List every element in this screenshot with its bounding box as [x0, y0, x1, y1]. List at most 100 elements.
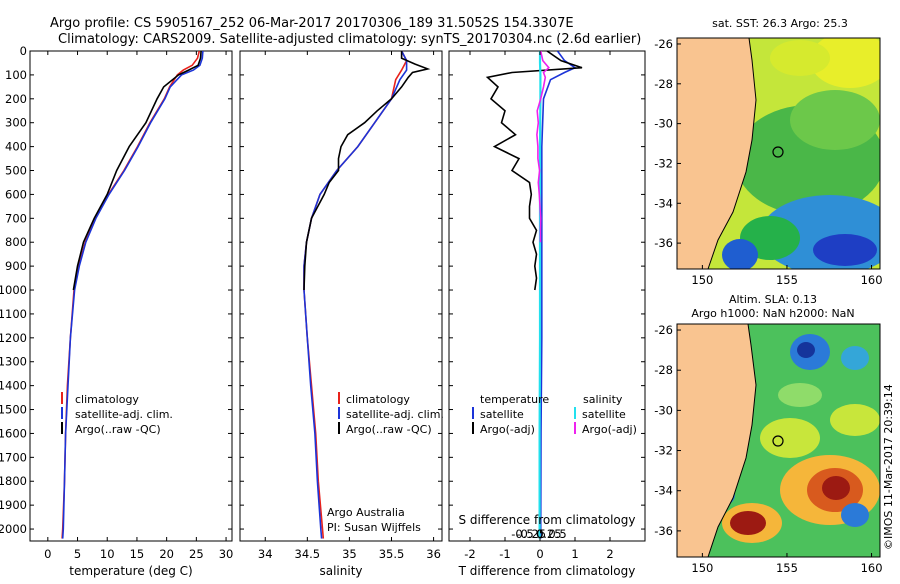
legend-swatch-argo	[61, 422, 63, 434]
map-y-tick-label: -30	[654, 117, 673, 131]
legend-label-satellite: satellite-adj. clim.	[75, 408, 173, 421]
sla-map-frame	[676, 323, 881, 558]
sla-low	[841, 346, 869, 370]
difference-legend: temperature salinity satellite Argo(-adj…	[472, 393, 637, 436]
sst-map-axes: 150 155 160 -26 -28 -30 -32 -34 -36	[654, 37, 882, 287]
sla-high	[730, 511, 766, 535]
legend-swatch-climatology	[338, 392, 340, 404]
legend-swatch-t-satellite	[472, 407, 474, 419]
depth-tick-label: 1200	[0, 331, 27, 345]
map-y-tick-label: -32	[654, 156, 673, 170]
sst-mid-region	[790, 90, 880, 150]
map-y-tick-label: -28	[654, 77, 673, 91]
sla-land	[677, 324, 756, 557]
x-tick-label: 2	[606, 547, 613, 561]
salinity-axis-label: salinity	[319, 564, 362, 578]
sla-map-title: Altim. SLA: 0.13	[729, 293, 817, 306]
sst-coastline	[707, 38, 757, 269]
depth-tick-label: 2000	[0, 522, 27, 536]
sla-high	[760, 418, 820, 458]
sla-mid	[778, 383, 822, 407]
sst-warm-patch	[810, 38, 880, 88]
difference-plot	[485, 51, 583, 539]
map-y-tick-label: -34	[654, 484, 673, 498]
x-tick-label: 35	[342, 547, 357, 561]
depth-tick-label: 1100	[0, 307, 27, 321]
s-diff-tick-label: -0.25	[516, 527, 546, 541]
temperature-x-axis: 0 5 10 15 20 25 30	[44, 51, 233, 561]
x-tick-label: 10	[100, 547, 115, 561]
map-x-tick-label: 155	[776, 561, 798, 575]
salinity-x-axis: 34 34.5 35 35.5 36	[258, 51, 441, 561]
depth-tick-label: 200	[5, 92, 27, 106]
depth-tick-label: 1800	[0, 474, 27, 488]
s-diff-tick-label: 0	[536, 527, 543, 541]
sla-high	[830, 404, 880, 436]
sla-high	[822, 476, 850, 500]
legend-header-salinity: salinity	[583, 393, 623, 406]
legend-label-climatology: climatology	[75, 393, 139, 406]
depth-tick-label: 600	[5, 187, 27, 201]
s-diff-tick-label: -0.5	[511, 527, 533, 541]
x-tick-label: 0	[536, 547, 543, 561]
x-tick-label: -1	[499, 547, 510, 561]
temperature-axis-label: temperature (deg C)	[69, 564, 192, 578]
s-diff-tick-label: 0.5	[548, 527, 566, 541]
series-line-climatology	[303, 51, 408, 539]
x-tick-label: 30	[219, 547, 234, 561]
sst-warm-patch	[770, 40, 830, 76]
depth-tick-label: 100	[5, 68, 27, 82]
legend-swatch-satellite	[338, 407, 340, 419]
map-x-tick-label: 160	[861, 561, 883, 575]
imos-credit: ©IMOS 11-Mar-2017 20:39:14	[882, 384, 895, 550]
x-tick-label: 5	[74, 547, 81, 561]
map-x-tick-label: 150	[691, 561, 713, 575]
legend-label-climatology: climatology	[346, 393, 410, 406]
legend-swatch-climatology	[61, 392, 63, 404]
depth-tick-label: 0	[20, 44, 27, 58]
legend-swatch-argo	[338, 422, 340, 434]
sla-coastline	[707, 324, 757, 557]
series-line-climatology	[61, 51, 201, 539]
depth-tick-label: 800	[5, 235, 27, 249]
map-x-tick-label: 160	[861, 273, 883, 287]
depth-tick-label: 400	[5, 140, 27, 154]
x-tick-label: 15	[130, 547, 145, 561]
map-y-tick-label: -32	[654, 444, 673, 458]
x-tick-label: -2	[464, 547, 475, 561]
map-y-tick-label: -36	[654, 236, 673, 250]
depth-tick-label: 1400	[0, 379, 27, 393]
sst-map-frame	[676, 37, 881, 270]
legend-label-t-argo: Argo(-adj)	[480, 423, 535, 436]
title-line-1: Argo profile: CS 5905167_252 06-Mar-2017…	[50, 16, 574, 31]
legend-label-satellite: satellite-adj. clim.	[346, 408, 444, 421]
difference-panel-frame	[448, 50, 646, 542]
depth-tick-label: 900	[5, 259, 27, 273]
x-tick-label: 0	[44, 547, 51, 561]
sla-low	[841, 503, 869, 527]
sla-map-axes: 150 155 160 -26 -28 -30 -32 -34 -36	[654, 323, 882, 575]
map-y-tick-label: -26	[654, 37, 673, 51]
x-tick-label: 25	[189, 547, 204, 561]
x-tick-label: 1	[571, 547, 578, 561]
legend-swatch-satellite	[61, 407, 63, 419]
legend-label-s-argo: Argo(-adj)	[582, 423, 637, 436]
series-line-t-argo-adj-	[485, 51, 583, 291]
legend-swatch-s-satellite	[574, 407, 576, 419]
depth-tick-label: 700	[5, 211, 27, 225]
sst-float-marker	[772, 146, 784, 158]
title-line-2: Climatology: CARS2009. Satellite-adjuste…	[58, 32, 641, 47]
depth-tick-label: 1700	[0, 450, 27, 464]
legend-header-temperature: temperature	[480, 393, 549, 406]
sst-cool-region	[813, 234, 877, 266]
sla-map-subtitle: Argo h1000: NaN h2000: NaN	[691, 307, 854, 320]
temperature-plot	[61, 51, 204, 539]
salinity-plot	[303, 51, 431, 539]
depth-tick-label: 1500	[0, 403, 27, 417]
depth-axis-ticks: 0 100 200 300 400 500 600 700 800 900 1000 1100 1200…	[0, 44, 645, 536]
depth-tick-label: 1000	[0, 283, 27, 297]
series-line-satellite-adj-clim-	[303, 51, 408, 539]
x-tick-label: 34.5	[295, 547, 321, 561]
x-tick-label: 20	[159, 547, 174, 561]
